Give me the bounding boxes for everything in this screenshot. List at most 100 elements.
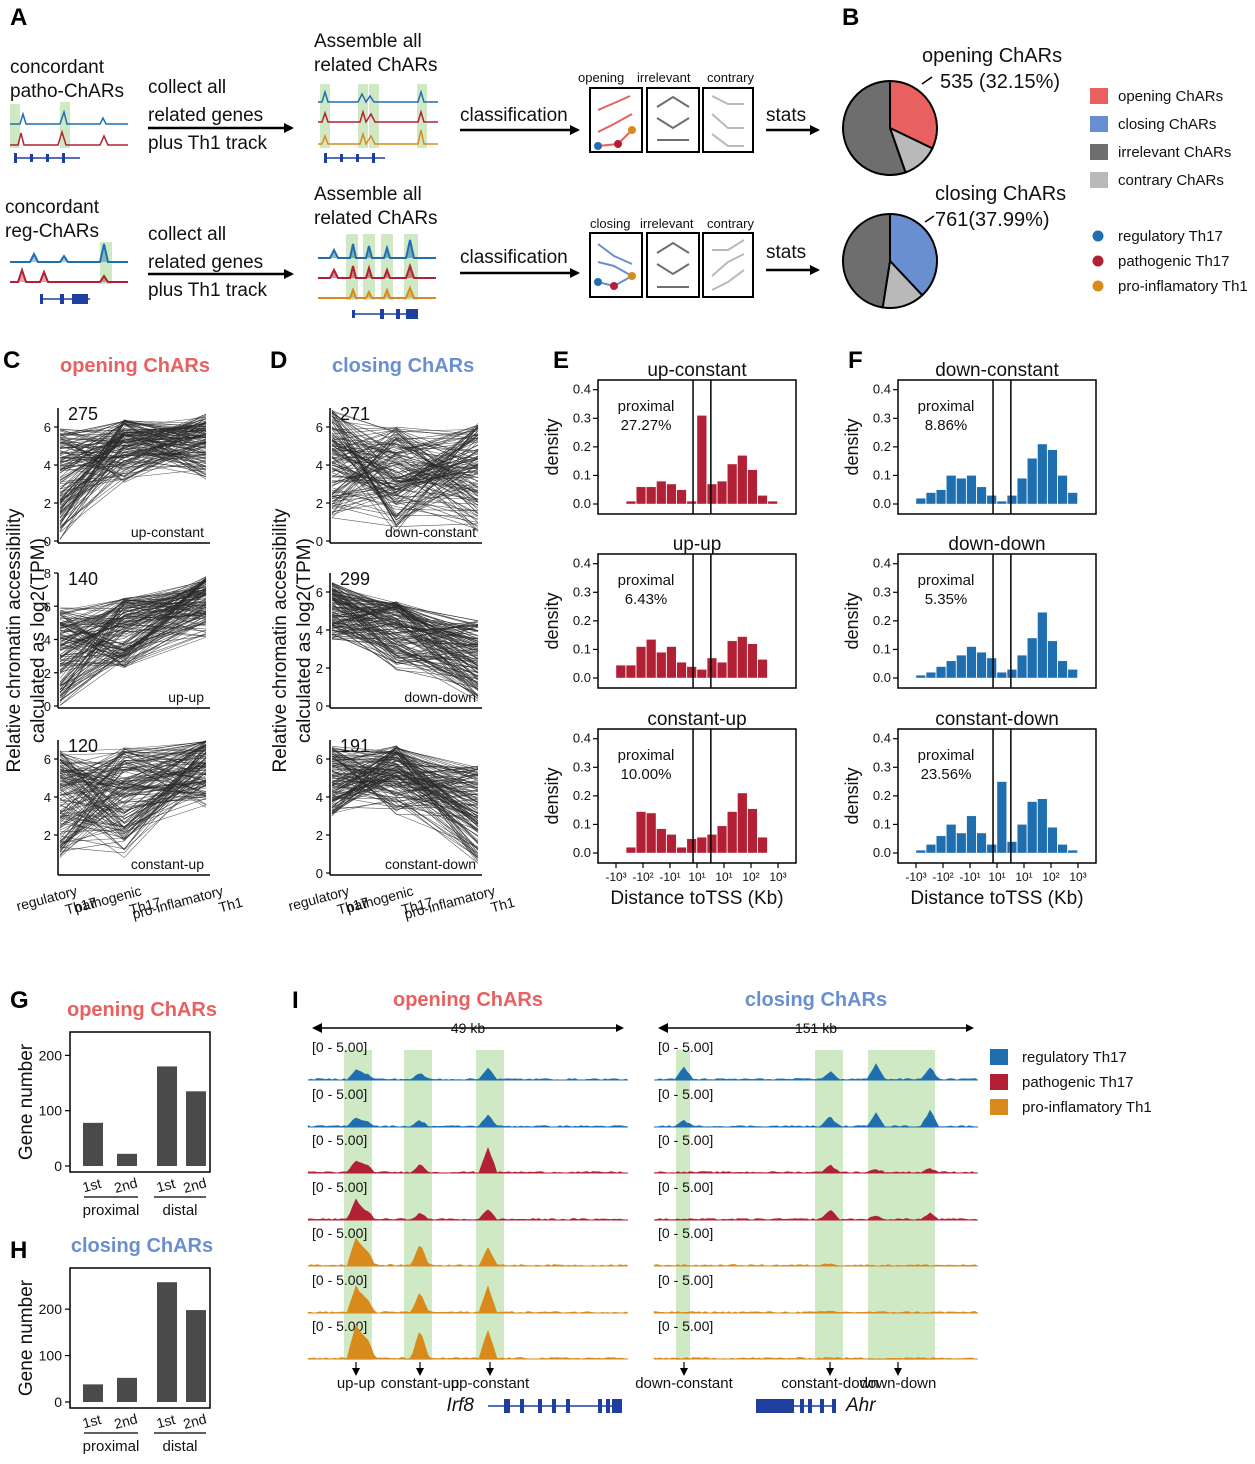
bar-chart-title: opening ChARs: [67, 999, 217, 1021]
data-line: [59, 757, 207, 832]
hist-bar: [956, 832, 967, 854]
data-line: [59, 450, 207, 514]
legend-label: contrary ChARs: [1118, 172, 1224, 189]
data-line: [59, 740, 207, 792]
data-line: [331, 595, 479, 647]
y-tick-label: 0.2: [873, 439, 891, 454]
hist-bar: [986, 844, 997, 854]
data-line: [59, 420, 207, 509]
data-line: [331, 621, 479, 650]
panel-letter-b: B: [842, 4, 859, 31]
y-tick-label: 0.3: [873, 410, 891, 425]
y-axis-label: Relative chromatin accessibility calculat…: [270, 508, 315, 772]
y-tick-label: 0.0: [873, 496, 891, 511]
facet-name: up-constant: [131, 524, 204, 540]
data-line: [331, 583, 479, 632]
data-line: [59, 765, 207, 795]
data-line: [59, 604, 207, 693]
data-line: [59, 581, 207, 637]
facet-title: constant-up: [647, 709, 746, 730]
data-line: [59, 598, 207, 616]
x-tick-label: 10¹: [1015, 870, 1032, 884]
data-line: [331, 627, 479, 676]
track-range: [0 - 5.00]: [658, 1039, 713, 1055]
bar: [157, 1066, 177, 1166]
y-axis-label: Relative chromatin accessibility calculat…: [4, 508, 49, 772]
pie-opening-label: 535 (32.15%): [940, 71, 1060, 93]
y-tick-label: 0.1: [873, 467, 891, 482]
text-line: calculated as log2(TPM): [28, 538, 49, 743]
gene-exon: [800, 1399, 804, 1413]
data-line: [59, 582, 207, 625]
data-line: [59, 793, 207, 811]
hist-bar: [925, 844, 936, 854]
data-line: [59, 765, 207, 850]
data-line: [331, 582, 479, 644]
bar: [117, 1377, 137, 1402]
y-tick-label: 4: [44, 458, 51, 473]
hist-bar: [915, 849, 926, 854]
text-line: concordant: [10, 57, 105, 78]
y-axis-label: density: [842, 592, 862, 649]
track-range: [0 - 5.00]: [312, 1179, 367, 1195]
panel-i-tracks: opening ChARs 49 kb [0 - 5.00] [0 - 5.00] [0…: [307, 989, 1152, 1416]
gene-exon: [552, 1399, 556, 1413]
y-tick-label: 2: [316, 496, 323, 511]
pie-closing: [842, 212, 938, 309]
hist-bar: [676, 847, 687, 854]
facet-name: constant-up: [131, 856, 204, 872]
x-category-label: pro-inflamatoryTh1: [402, 878, 516, 937]
data-line: [331, 633, 479, 669]
facet-count: 299: [340, 569, 370, 589]
region-label: constant-up: [381, 1375, 459, 1392]
text-line: Th1: [217, 894, 245, 916]
data-line: [331, 446, 479, 462]
y-tick-label: 2: [316, 661, 323, 676]
hist-bar: [925, 492, 936, 505]
data-line: [331, 501, 479, 513]
hist-bar: [767, 500, 778, 505]
y-tick-label: 0.1: [573, 641, 591, 656]
hist-bar: [717, 825, 728, 854]
x-tick-label: 10¹: [688, 870, 705, 884]
a-row2-stats: stats: [766, 242, 806, 263]
data-line: [59, 613, 207, 687]
coverage-track: [307, 1284, 629, 1314]
data-line: [331, 429, 479, 511]
x-tick-label: -10¹: [959, 870, 980, 884]
data-line: [59, 747, 207, 819]
data-line: [59, 741, 207, 821]
pie-slice: [842, 212, 891, 309]
data-line: [59, 778, 207, 820]
pie-closing-label: 761(37.99%): [935, 209, 1050, 231]
data-line: [331, 777, 479, 792]
y-tick-label: 6: [44, 752, 51, 767]
data-line: [59, 429, 207, 533]
a-row2-collect: collect all related genes plus Th1 track: [148, 224, 267, 301]
hist-bar: [915, 498, 926, 505]
span-label: 151 kb: [795, 1020, 837, 1036]
data-line: [59, 613, 207, 656]
data-line: [59, 762, 207, 841]
data-line: [59, 747, 207, 812]
data-line: [331, 474, 479, 494]
bar: [83, 1122, 103, 1166]
data-line: [59, 741, 207, 843]
data-line: [59, 606, 207, 660]
data-line: [331, 588, 479, 631]
a-row2-category-boxes: closing irrelevant contrary: [589, 216, 754, 298]
data-line: [59, 795, 207, 815]
hist-bar: [1057, 475, 1068, 505]
data-line: [331, 448, 479, 484]
y-tick-label: 0.4: [573, 382, 591, 397]
data-line: [59, 605, 207, 660]
a-row1-cat-opening: opening: [578, 70, 624, 85]
hist-bar: [656, 480, 667, 505]
data-line: [59, 613, 207, 663]
y-tick-label: 4: [316, 623, 323, 638]
data-line: [59, 750, 207, 782]
data-line: [331, 755, 479, 781]
data-line: [331, 746, 479, 845]
hist-bar: [956, 654, 967, 679]
proximal-note: proximal: [918, 398, 975, 415]
